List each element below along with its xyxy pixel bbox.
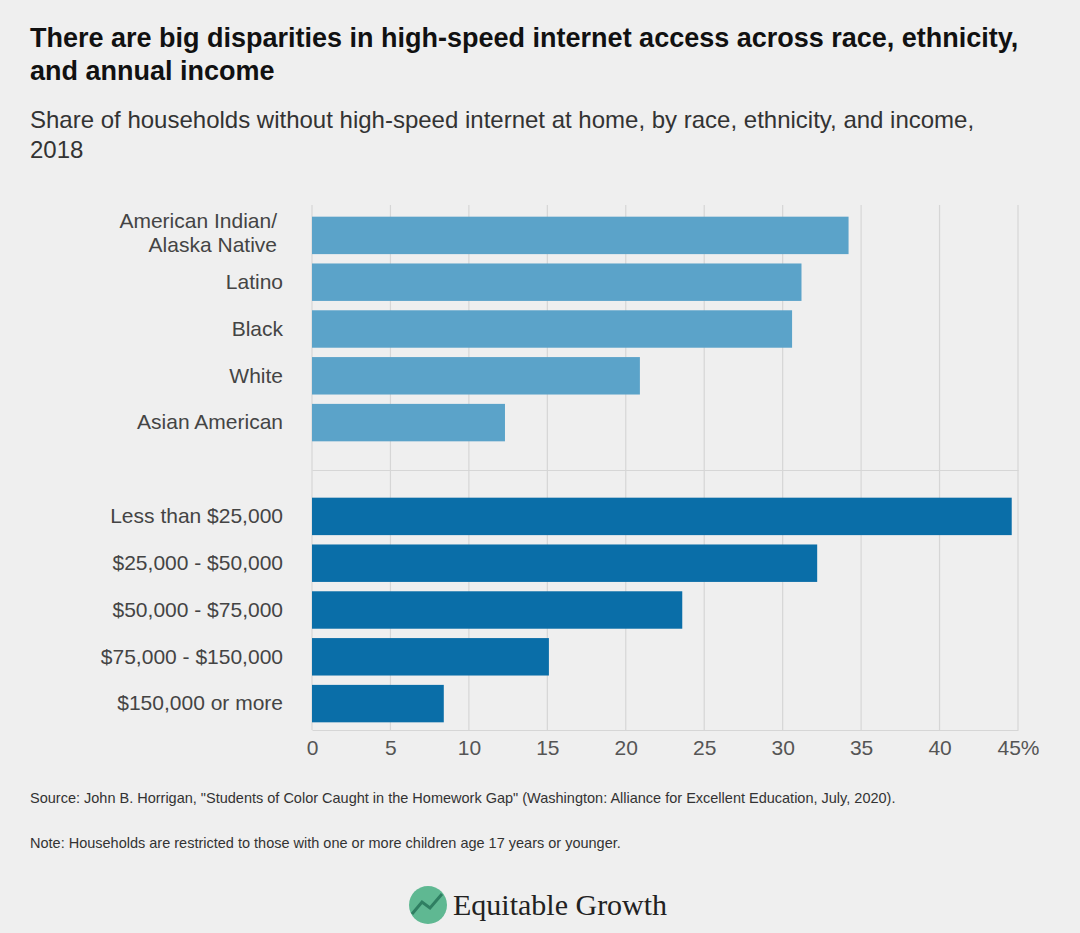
bar — [312, 498, 1012, 535]
logo-text: Equitable Growth — [453, 888, 667, 921]
panel-0: American Indian/Alaska Native Latino Black… — [119, 205, 1018, 471]
background — [0, 0, 1080, 933]
note: Note: Households are restricted to those… — [30, 835, 621, 851]
x-tick: 45% — [997, 730, 1039, 759]
x-axis: 0 5 10 15 20 25 30 35 40 45% — [307, 730, 1040, 759]
y-tick: $50,000 - $75,000 — [113, 598, 286, 621]
y-tick: $150,000 or more — [117, 691, 286, 714]
x-tick-label: 10 — [458, 736, 481, 759]
bars — [312, 217, 849, 442]
x-tick: 10 — [458, 730, 481, 759]
bar — [312, 263, 801, 300]
y-tick: Latino — [226, 270, 286, 293]
grid-line — [939, 205, 940, 470]
bars — [312, 498, 1012, 723]
x-tick: 35 — [850, 730, 873, 759]
y-tick-label: $50,000 - $75,000 — [113, 598, 283, 621]
y-tick: $75,000 - $150,000 — [101, 645, 286, 668]
y-tick-label: $25,000 - $50,000 — [113, 551, 283, 574]
x-tick: 5 — [385, 730, 397, 759]
x-tick-label: 40 — [928, 736, 951, 759]
bar — [312, 310, 792, 347]
y-axis: Less than $25,000 $25,000 - $50,000 $50,00… — [101, 504, 286, 714]
x-tick-label: 5 — [385, 736, 397, 759]
y-tick: Less than $25,000 — [110, 504, 286, 527]
panel-1: Less than $25,000 $25,000 - $50,000 $50,00… — [101, 470, 1040, 759]
grid — [312, 470, 1018, 730]
x-tick: 20 — [615, 730, 638, 759]
logo: Equitable Growth — [409, 886, 667, 924]
y-tick-label: American Indian/Alaska Native — [119, 209, 277, 256]
x-tick-label: 45% — [997, 736, 1039, 759]
chart: There are big disparities in high-speed … — [0, 0, 1080, 933]
x-axis — [313, 470, 1019, 472]
y-tick-label: $75,000 - $150,000 — [101, 645, 283, 668]
y-tick-label: White — [229, 364, 283, 387]
x-tick-label: 35 — [850, 736, 873, 759]
bar — [312, 357, 640, 394]
x-tick: 15 — [536, 730, 559, 759]
y-tick: White — [229, 364, 286, 387]
y-tick-label: Asian American — [137, 410, 283, 433]
y-tick-label: Less than $25,000 — [110, 504, 283, 527]
x-tick: 0 — [307, 730, 319, 759]
logo-icon — [409, 886, 447, 924]
source: Source: John B. Horrigan, "Students of C… — [30, 790, 895, 806]
x-axis-line — [313, 470, 1019, 471]
y-tick: Black — [232, 317, 286, 340]
bar — [312, 544, 817, 581]
y-axis: American Indian/Alaska Native Latino Black… — [119, 209, 286, 433]
bar — [312, 217, 849, 254]
grid — [312, 205, 1018, 470]
y-tick-label: Black — [232, 317, 284, 340]
grid-line — [1017, 470, 1018, 730]
x-tick: 25 — [693, 730, 716, 759]
y-tick-label: Latino — [226, 270, 283, 293]
bar — [312, 404, 505, 441]
bar — [312, 638, 549, 675]
x-tick: 30 — [771, 730, 794, 759]
x-tick-label: 25 — [693, 736, 716, 759]
x-tick-label: 0 — [307, 736, 319, 759]
x-tick: 40 — [928, 730, 951, 759]
y-tick: $25,000 - $50,000 — [113, 551, 286, 574]
y-tick-label: $150,000 or more — [117, 691, 283, 714]
grid-line — [1017, 205, 1018, 470]
y-tick: American Indian/Alaska Native — [119, 209, 286, 256]
x-tick-label: 20 — [615, 736, 638, 759]
grid-line — [861, 205, 862, 470]
x-tick-label: 30 — [771, 736, 794, 759]
bar — [312, 685, 444, 722]
bar — [312, 591, 682, 628]
title: There are big disparities in high-speed … — [30, 23, 1018, 86]
x-axis-line — [313, 730, 1019, 731]
x-tick-label: 15 — [536, 736, 559, 759]
logo-icon-line — [412, 894, 442, 914]
y-tick: Asian American — [137, 410, 286, 433]
subtitle: Share of households without high-speed i… — [30, 106, 974, 163]
